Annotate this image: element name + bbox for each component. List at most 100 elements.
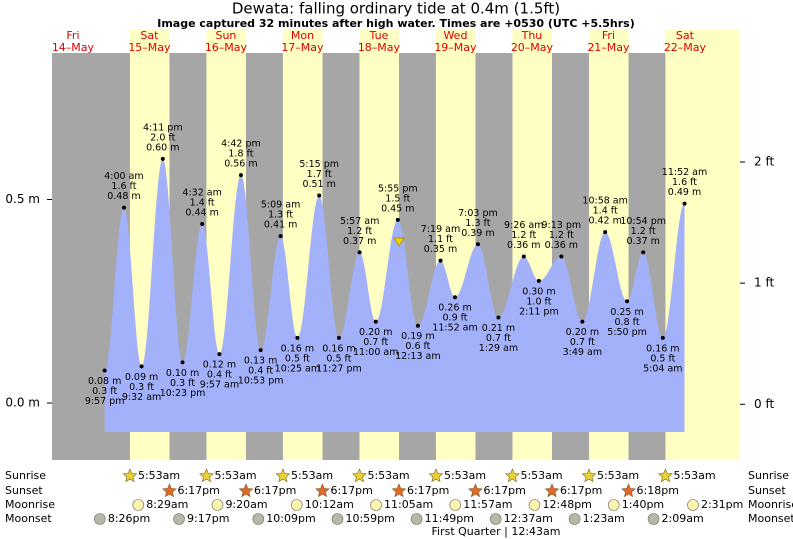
tide-label: 0.6 ft (405, 341, 430, 352)
row-label: Moonset (748, 512, 793, 525)
sunrise-icon (505, 468, 520, 483)
day-date: 18–May (358, 41, 401, 54)
tide-label: 0.12 m (203, 360, 236, 371)
tide-label: 9:57 am (200, 380, 239, 391)
row-label: Moonset (5, 512, 52, 525)
tide-label: 0.10 m (166, 368, 199, 379)
day-name: Mon (291, 29, 314, 42)
moonset-icon (331, 513, 344, 525)
moonset-time: 1:23am (583, 512, 625, 525)
tide-label: 1.3 ft (268, 210, 293, 221)
y2-tick-label: 1 ft (754, 276, 774, 290)
day-name: Fri (602, 29, 615, 42)
sunset-time: 6:17pm (560, 484, 602, 497)
tide-label: 2:11 pm (519, 306, 559, 317)
tide-label: 1.8 ft (228, 149, 253, 160)
tide-point (660, 335, 665, 340)
tide-label: 11:52 am (662, 167, 707, 178)
tide-label: 0.9 ft (443, 313, 468, 324)
sunrise-time: 5:53am (291, 469, 333, 482)
tide-label: 1.3 ft (465, 218, 490, 229)
tide-label: 0.36 m (545, 240, 578, 251)
tide-label: 0.8 ft (615, 317, 640, 328)
day-date: 21–May (587, 41, 630, 54)
tide-label: 0.7 ft (363, 337, 388, 348)
sunset-icon (544, 483, 560, 498)
tide-label: 0.37 m (626, 236, 659, 247)
tide-label: 7:03 pm (458, 208, 498, 219)
day-name: Sat (676, 29, 695, 42)
moonrise-time: 1:40pm (622, 498, 664, 511)
tide-point (603, 230, 608, 235)
moonset-time: 8:26pm (108, 512, 150, 525)
tide-label: 11:00 am (353, 347, 398, 358)
tide-label: 5:57 am (340, 216, 379, 227)
tide-point (336, 335, 341, 340)
tide-label: 0.30 m (522, 286, 555, 297)
tide-label: 0.7 ft (486, 333, 511, 344)
moonrise-icon (290, 499, 303, 511)
tide-point (200, 221, 205, 226)
row-label: Sunrise (748, 469, 789, 482)
tide-label: 1.7 ft (307, 169, 332, 180)
moonrise-icon (528, 499, 541, 511)
tide-label: 1.2 ft (549, 230, 574, 241)
day-name: Fri (66, 29, 79, 42)
day-date: 16–May (205, 41, 248, 54)
tide-point (317, 193, 322, 198)
sunrise-icon (199, 468, 214, 483)
tide-label: 1.4 ft (593, 206, 618, 217)
tide-label: 0.44 m (185, 207, 218, 218)
tide-label: 1.2 ft (511, 230, 536, 241)
tide-label: 9:13 pm (542, 220, 582, 231)
tide-point (580, 319, 585, 324)
moonrise-time: 8:29am (146, 498, 188, 511)
tide-label: 1.5 ft (385, 193, 410, 204)
tide-label: 5:55 pm (378, 183, 418, 194)
tide-label: 1.0 ft (526, 296, 551, 307)
sunrise-time: 5:53am (367, 469, 409, 482)
tide-point (496, 315, 501, 320)
tide-point (258, 348, 263, 353)
tide-label: 10:23 pm (160, 388, 206, 399)
tide-point (357, 250, 362, 255)
moonset-icon (568, 513, 581, 525)
day-date: 15–May (128, 41, 171, 54)
tide-label: 0.37 m (343, 236, 376, 247)
sunset-time: 6:17pm (483, 484, 525, 497)
tide-label: 0.20 m (359, 327, 392, 338)
tide-label: 0.16 m (646, 343, 679, 354)
tide-label: 0.16 m (281, 343, 314, 354)
sunset-time: 6:17pm (407, 484, 449, 497)
y-tick-label: 0.5 m (5, 192, 40, 206)
tide-label: 0.26 m (438, 303, 471, 314)
sunrise-icon (428, 468, 444, 483)
tide-label: 11:52 am (432, 323, 477, 334)
tide-point (453, 295, 458, 300)
tide-label: 4:00 am (104, 171, 143, 182)
tide-label: 4:32 am (182, 187, 221, 198)
tide-label: 0.56 m (224, 159, 257, 170)
tide-label: 0.3 ft (170, 378, 195, 389)
moonset-time: 9:17pm (187, 512, 229, 525)
moonrise-icon (370, 499, 382, 511)
moonrise-icon (607, 499, 620, 511)
day-date: 19–May (434, 41, 477, 54)
day-name: Thu (521, 29, 543, 42)
tide-label: 0.5 ft (650, 353, 675, 364)
tide-label: 7:19 am (421, 224, 460, 235)
tide-label: 0.4 ft (248, 366, 273, 377)
tide-label: 0.35 m (424, 244, 457, 255)
tide-label: 0.41 m (264, 220, 297, 231)
moonset-icon (252, 513, 265, 525)
tide-label: 0.48 m (107, 191, 140, 202)
moonset-icon (489, 513, 502, 525)
moonset-icon (410, 513, 423, 525)
tide-area (104, 158, 685, 432)
tide-point (373, 319, 378, 324)
tide-label: 0.51 m (302, 179, 335, 190)
moonrise-icon (687, 499, 699, 511)
tide-label: 1.4 ft (190, 197, 215, 208)
tide-point (217, 352, 222, 357)
tide-label: 0.5 ft (285, 353, 310, 364)
